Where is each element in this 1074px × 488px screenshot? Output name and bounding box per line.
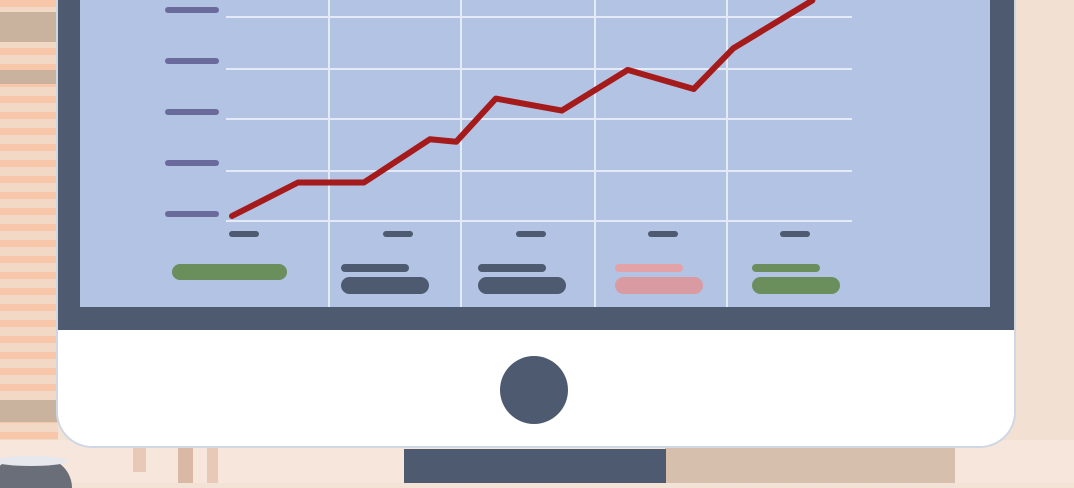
legend-bar-short	[752, 264, 820, 272]
legend-bar-short	[478, 264, 546, 272]
legend-bar-long	[478, 277, 566, 294]
legend-bar-short	[615, 264, 683, 272]
legend-bar-long	[615, 277, 703, 294]
series-line	[232, 0, 812, 216]
legend-bar-long	[341, 277, 429, 294]
legend-bar-long	[752, 277, 840, 294]
legend-bar-short	[341, 264, 409, 272]
legend-bar	[172, 264, 287, 280]
